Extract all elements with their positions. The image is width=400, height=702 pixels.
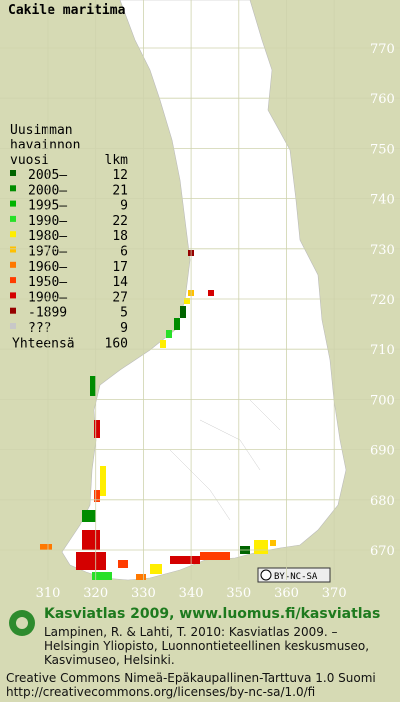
citation: Helsingin Yliopisto, Luonnontieteellinen…	[44, 639, 369, 653]
legend-count: 18	[112, 229, 128, 244]
y-grid-label: 750	[370, 142, 395, 157]
citation: Lampinen, R. & Lahti, T. 2010: Kasviatla…	[44, 625, 338, 639]
footer-site: Kasviatlas 2009, www.luomus.fi/kasviatla…	[44, 606, 380, 622]
x-grid-label: 340	[179, 586, 204, 601]
obs-square	[180, 306, 186, 318]
y-grid-label: 700	[370, 393, 395, 408]
license: Creative Commons Nimeä-Epäkaupallinen-Ta…	[6, 671, 376, 685]
legend-swatch	[10, 323, 16, 329]
legend-swatch	[10, 231, 16, 238]
obs-square	[150, 564, 162, 574]
obs-square	[82, 510, 96, 522]
legend-count: 17	[112, 260, 128, 275]
total-count: 160	[105, 336, 128, 351]
legend-col-header: vuosi	[10, 153, 49, 168]
y-grid-label: 740	[370, 193, 395, 208]
obs-square	[118, 560, 128, 568]
obs-square	[160, 340, 166, 348]
obs-square	[166, 330, 172, 338]
obs-square	[90, 376, 96, 396]
legend-swatch	[10, 170, 16, 176]
legend-heading: Uusimman	[10, 123, 73, 138]
x-grid-label: 350	[226, 586, 251, 601]
finland-outline	[61, 0, 347, 581]
citation: Kasvimuseo, Helsinki.	[44, 653, 175, 667]
x-grid-label: 330	[131, 586, 156, 601]
legend-label: ???	[28, 321, 51, 336]
x-grid-label: 370	[322, 586, 347, 601]
y-grid-label: 680	[370, 494, 395, 509]
y-grid-label: 670	[370, 544, 395, 559]
x-grid-label: 320	[83, 586, 108, 601]
observation-squares	[40, 250, 276, 580]
total-label: Yhteensä	[12, 336, 75, 351]
legend-count: 14	[112, 275, 128, 290]
obs-square	[136, 574, 146, 580]
legend-count: 22	[112, 214, 128, 229]
legend-swatch	[10, 277, 16, 284]
obs-square	[92, 572, 112, 580]
legend-count: 21	[112, 183, 128, 198]
legend-swatch	[10, 215, 16, 222]
lake-detail	[169, 399, 281, 521]
legend-count: 6	[120, 245, 128, 260]
y-grid-label: 760	[370, 92, 395, 107]
obs-square	[170, 556, 200, 564]
badge-text: BY-NC-SA	[274, 572, 318, 582]
legend-count: 9	[120, 321, 128, 336]
legend-swatch	[10, 185, 16, 192]
legend-count: 5	[120, 306, 128, 321]
grid: 310 320 330 340 350 360 370 770 760 750 740 730 720 7…	[35, 42, 395, 601]
obs-square	[200, 552, 230, 560]
legend-count: 12	[112, 168, 128, 183]
obs-square	[94, 490, 100, 502]
legend-count: 9	[120, 199, 128, 214]
y-grid-label: 720	[370, 293, 395, 308]
legend-swatch	[10, 200, 16, 207]
x-grid-label: 310	[36, 586, 61, 601]
obs-square	[100, 466, 106, 496]
legend-count: 27	[112, 290, 128, 305]
y-grid-label: 710	[370, 343, 395, 358]
legend-swatch	[10, 292, 16, 299]
logo	[9, 610, 35, 636]
license: http://creativecommons.org/licenses/by-n…	[6, 685, 315, 699]
cc-badge: BY-NC-SA	[257, 567, 331, 583]
logo-mark	[16, 617, 28, 629]
legend-swatch	[10, 307, 16, 314]
y-grid-label: 730	[370, 243, 395, 258]
badge-box	[257, 567, 331, 583]
title: Cakile maritima	[8, 3, 126, 18]
obs-square	[208, 290, 214, 296]
y-grid-label: 770	[370, 42, 395, 57]
legend: Uusimman havainnon vuosi lkm 2005– 122000…	[10, 123, 128, 351]
legend-swatch	[10, 261, 16, 268]
legend-label: -1899	[28, 306, 67, 321]
y-grid-label: 690	[370, 444, 395, 459]
obs-square	[254, 540, 268, 554]
obs-square	[40, 544, 52, 550]
cc-icon	[260, 569, 272, 581]
obs-square	[174, 318, 180, 330]
x-grid-label: 360	[274, 586, 299, 601]
legend-swatch	[10, 246, 16, 253]
obs-square	[270, 540, 276, 546]
legend-col-header: lkm	[105, 153, 129, 168]
legend-heading: havainnon	[10, 138, 80, 153]
obs-square	[184, 298, 190, 304]
obs-square	[82, 530, 100, 550]
obs-square	[94, 420, 100, 438]
obs-square	[76, 552, 106, 570]
